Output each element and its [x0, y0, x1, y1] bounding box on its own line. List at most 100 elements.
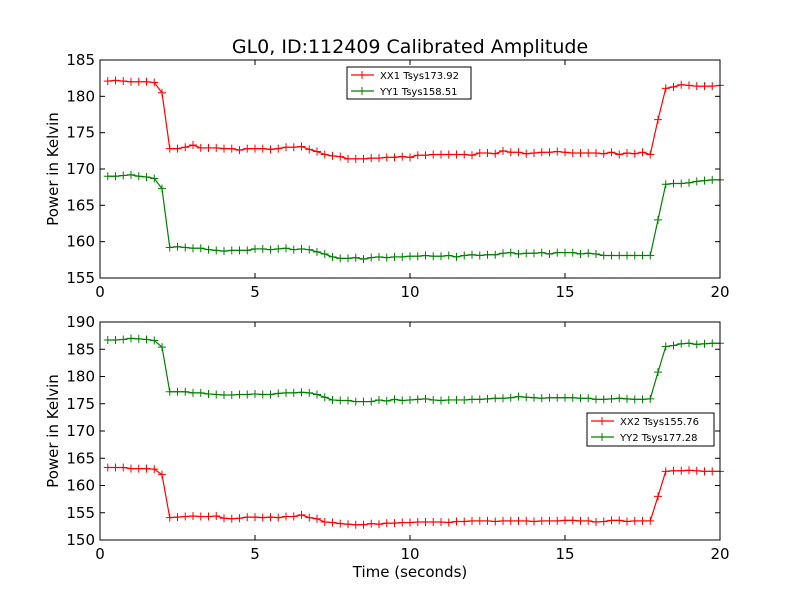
data-point [103, 172, 112, 181]
data-point [142, 77, 151, 86]
data-point [320, 518, 329, 527]
data-point [282, 512, 290, 521]
data-point [258, 513, 267, 522]
data-point [351, 397, 360, 406]
data-point [406, 153, 414, 162]
data-point [258, 390, 267, 399]
data-point [708, 339, 717, 348]
data-point [545, 148, 554, 157]
data-point [483, 250, 492, 259]
data-point [297, 244, 306, 253]
data-point [305, 145, 314, 154]
legend-swatch-marker [358, 87, 366, 95]
data-point [499, 146, 507, 155]
data-point [444, 518, 453, 527]
y-tick-label: 190 [66, 313, 95, 331]
data-point [196, 512, 205, 521]
data-point [661, 180, 670, 189]
data-point [537, 148, 546, 157]
data-point [661, 467, 670, 476]
data-point [251, 144, 259, 153]
data-point [212, 512, 221, 521]
data-point [522, 393, 531, 402]
data-point [375, 252, 383, 261]
data-point [336, 519, 345, 528]
data-point [607, 251, 616, 260]
data-point [460, 395, 469, 404]
data-point [700, 467, 709, 476]
data-point [111, 172, 120, 181]
data-point [669, 341, 678, 350]
data-point [599, 517, 608, 526]
data-point [382, 397, 391, 406]
data-point [375, 520, 383, 529]
data-point [173, 144, 182, 153]
data-point [127, 170, 135, 179]
data-point [375, 154, 383, 163]
data-point [576, 516, 585, 525]
data-point [235, 390, 244, 399]
y-tick-label: 170 [66, 160, 95, 178]
data-point [514, 148, 523, 157]
data-point [537, 394, 546, 403]
data-point [499, 394, 507, 403]
data-point [282, 143, 290, 152]
data-point [328, 518, 337, 527]
data-point [220, 391, 228, 400]
y-tick-label: 185 [66, 340, 95, 358]
data-point [235, 514, 244, 523]
data-point [227, 391, 236, 400]
data-point [638, 395, 647, 404]
data-point [227, 514, 236, 523]
data-point [421, 518, 430, 527]
data-point [150, 174, 159, 183]
data-point [266, 513, 275, 522]
data-point [468, 250, 476, 259]
data-point [708, 175, 717, 184]
data-point [367, 519, 376, 528]
data-point [165, 243, 174, 252]
data-point [553, 393, 562, 402]
data-point [483, 516, 492, 525]
data-point [561, 516, 569, 525]
data-point [599, 149, 608, 158]
data-point [313, 390, 321, 399]
data-point [708, 82, 717, 91]
data-point [623, 251, 631, 260]
data-point [235, 246, 244, 255]
data-point [468, 151, 476, 160]
data-point [274, 144, 283, 153]
data-point [677, 466, 686, 475]
data-point [212, 390, 221, 399]
data-point [630, 395, 639, 404]
data-point [615, 516, 624, 525]
data-point [514, 250, 523, 259]
data-point [351, 154, 360, 163]
data-point [537, 248, 546, 257]
data-point [204, 512, 213, 521]
data-point [545, 250, 554, 259]
data-point [251, 513, 259, 522]
data-point [173, 387, 182, 396]
data-point [491, 149, 500, 158]
data-point [313, 247, 321, 256]
y-tick-label: 165 [66, 449, 95, 467]
data-point [677, 339, 686, 348]
data-point [189, 244, 197, 253]
data-point [243, 513, 252, 522]
data-point [390, 395, 399, 404]
x-tick-label: 0 [95, 545, 105, 563]
data-point [158, 88, 166, 97]
data-point [382, 253, 391, 262]
data-point [654, 368, 662, 377]
data-point [305, 388, 314, 397]
data-point [119, 77, 128, 86]
x-tick-label: 20 [710, 545, 729, 563]
data-point [553, 248, 562, 257]
y-tick-label: 165 [66, 196, 95, 214]
data-point [692, 177, 701, 186]
data-point [584, 149, 593, 158]
data-point [623, 517, 631, 526]
data-point [344, 520, 352, 529]
